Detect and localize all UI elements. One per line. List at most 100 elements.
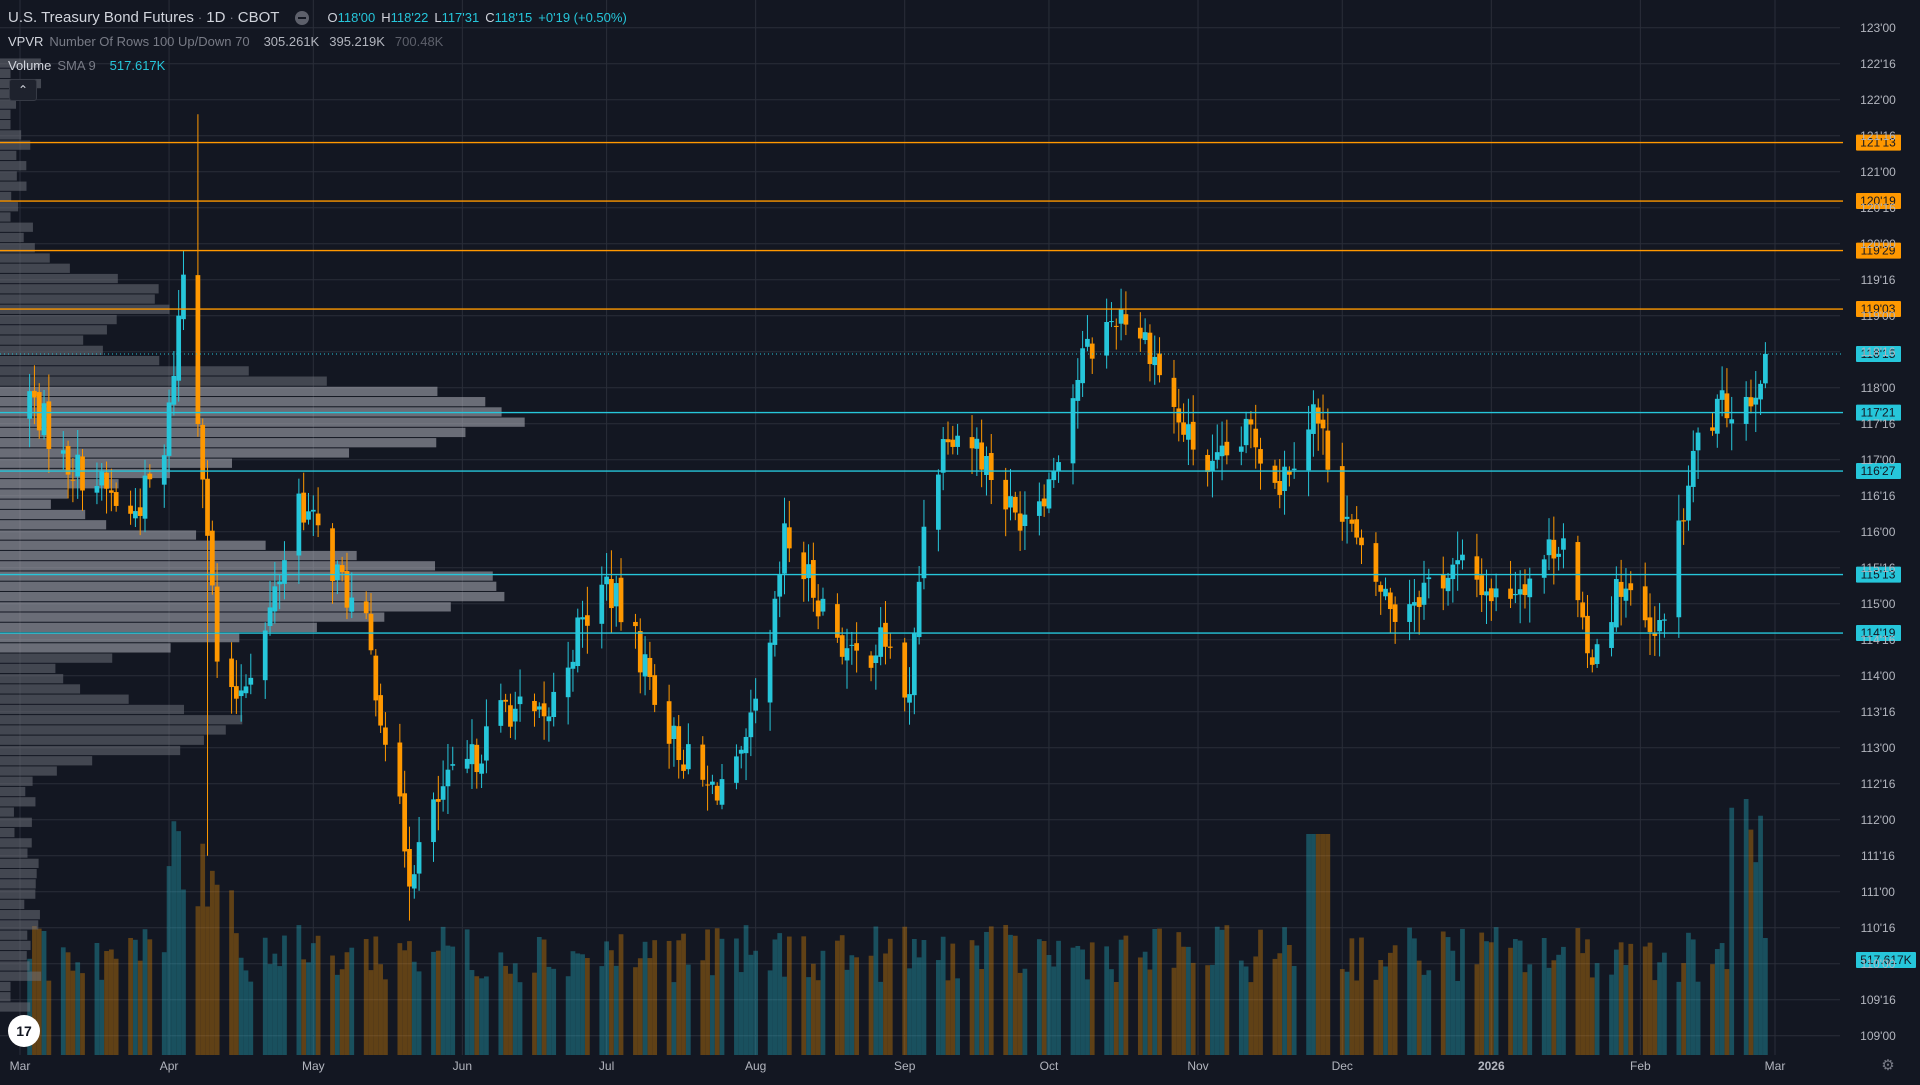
vpvr-row [0,684,81,694]
candle [936,469,941,552]
price-line-label: 121'13 [1860,136,1896,150]
volume-bar [652,940,658,1055]
candle [512,691,518,740]
candle [1123,291,1129,336]
candle-body [301,492,307,523]
candle-body [1282,466,1287,492]
y-axis: 109'00 109'16 110'00 110'16 111'00 111'16 112'… [1860,21,1896,1043]
candle-body [1253,428,1259,448]
volume-bar [1753,862,1759,1055]
candle [195,114,201,437]
candle [1724,368,1730,428]
y-tick-label: 111'00 [1861,885,1895,899]
volume-bar [1214,926,1220,1055]
candle-body [1710,427,1715,431]
candle-body [397,742,403,797]
volume-bar [883,953,888,1055]
volume-indicator-name[interactable]: Volume [8,58,52,73]
market-status-icon[interactable] [295,11,310,25]
volume-bar [349,947,355,1055]
volume-bar [1416,960,1422,1055]
candle-body [955,435,960,447]
candle-body [570,661,576,669]
vpvr-row [0,150,17,161]
volume-bar [1493,927,1499,1055]
candle-body [1488,588,1494,602]
candle [60,431,66,470]
candle-body [1426,577,1432,580]
candle-body [209,530,215,586]
volume-bar [916,957,922,1055]
candle [1075,358,1081,429]
candle-body [921,526,927,579]
candle-body [835,604,840,638]
candle [416,816,422,891]
candle [950,425,956,455]
volume-bar [777,933,783,1055]
candle [820,587,826,616]
volume-bar [1522,972,1528,1055]
volume-bar [810,963,816,1055]
candle [1681,508,1687,545]
volume-bar [1171,967,1177,1055]
vpvr-row [0,335,84,345]
vpvr-legend-row[interactable]: VPVR Number Of Rows 100 Up/Down 70 305.2… [8,30,627,54]
chevron-up-icon[interactable]: ⌃ [9,79,37,101]
candle-body [820,598,826,612]
vpvr-row [0,756,93,766]
interval-label[interactable]: 1D [206,9,226,26]
candle-body [984,455,989,475]
vpvr-row [0,479,119,489]
candle-body [1041,498,1047,507]
candle-body [854,643,859,651]
volume-bar [41,930,47,1055]
tradingview-logo-icon[interactable]: 17 [8,1015,40,1047]
candle [1479,558,1485,613]
candle [1618,559,1624,626]
candle-body [1022,514,1028,527]
candle [873,644,879,690]
candle-body [498,700,504,726]
y-tick-label: 121'00 [1860,165,1896,179]
candle [1517,570,1523,624]
symbol-title[interactable]: U.S. Treasury Bond Futures [8,9,194,26]
volume-bar [344,952,350,1055]
vpvr-row [0,940,31,951]
gear-icon[interactable]: ⚙ [1881,1057,1895,1074]
candle-body [1085,338,1090,347]
candle-body [378,695,383,726]
volume-bar [94,942,100,1055]
volume-bar [1743,799,1749,1055]
candle-body [133,511,138,519]
symbol-legend-row[interactable]: U.S. Treasury Bond Futures · 1D · CBOT O… [8,6,627,30]
volume-bar [1282,927,1287,1055]
candle [142,459,148,533]
candle [1205,449,1210,487]
volume-bar [546,966,552,1055]
volume-legend-row[interactable]: Volume SMA 9 517.617K [8,54,627,78]
candle-body [330,528,335,582]
volume-bar [1657,962,1662,1055]
candle-body [80,456,85,491]
candle [681,749,686,779]
open-label: O [327,10,338,25]
volume-bar [1460,928,1465,1055]
volume-bar [469,970,475,1055]
vpvr-row [0,109,11,120]
volume-bar [373,936,379,1055]
volume-bar [1392,945,1398,1055]
volume-bar [229,890,234,1055]
vpvr-row [0,202,19,212]
candle-body [1186,424,1191,440]
vpvr-indicator-name[interactable]: VPVR [8,34,44,49]
candle-body [551,691,557,718]
price-line-label: 115'13 [1861,568,1896,582]
candle [1152,335,1158,385]
vpvr-row [0,961,30,971]
volume-bar [1508,947,1513,1055]
volume-bar [450,946,456,1055]
candle-body [1642,586,1648,621]
exchange-label[interactable]: CBOT [237,9,280,26]
